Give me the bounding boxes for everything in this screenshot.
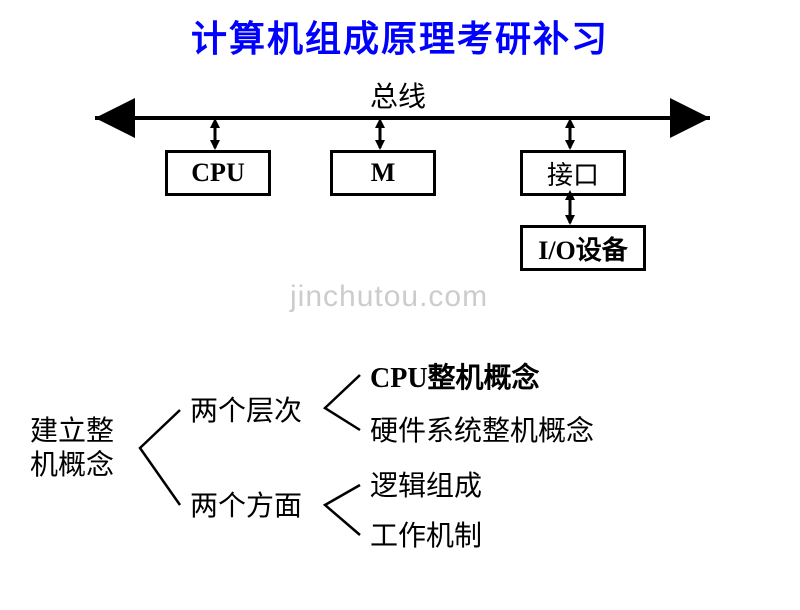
bracket-aspects [325, 485, 360, 535]
diagram-svg [0, 10, 800, 610]
bracket-levels [325, 375, 360, 430]
bracket-root [140, 410, 180, 505]
